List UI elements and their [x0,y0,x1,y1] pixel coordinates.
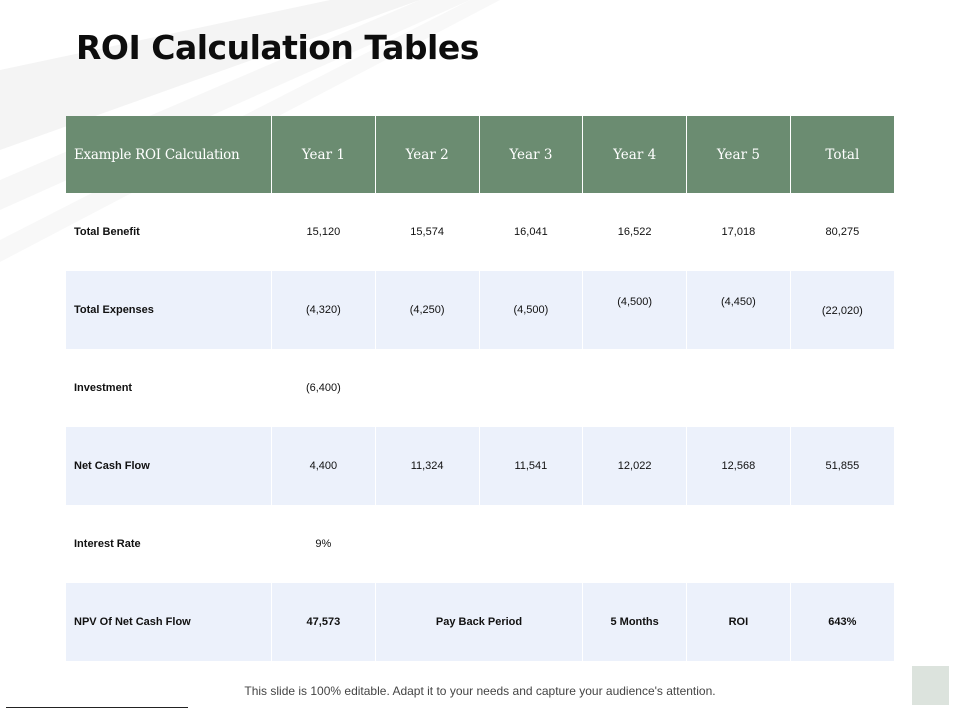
table-row-npv: NPV Of Net Cash Flow 47,573 Pay Back Per… [66,583,894,661]
table-cell [478,505,583,583]
page-title: ROI Calculation Tables [76,28,479,67]
table-row-total-benefit: Total Benefit 15,120 15,574 16,041 16,52… [66,193,894,271]
header-cell-year-3: Year 3 [478,116,583,193]
table-cell: 51,855 [789,427,894,505]
cell-text: (4,450) [720,296,756,308]
table-cell: (4,500) [582,271,687,349]
cell-text: (4,500) [617,296,653,308]
table-cell: ROI [686,583,791,661]
table-cell: (4,500) [478,271,583,349]
table-cell: (22,020) [789,271,894,349]
table-cell: 4,400 [271,427,376,505]
table-header-row: Example ROI Calculation Year 1 Year 2 Ye… [66,116,894,193]
table-cell [374,349,479,427]
table-cell: 15,120 [271,193,376,271]
roi-table: Example ROI Calculation Year 1 Year 2 Ye… [66,116,894,661]
header-cell-year-2: Year 2 [374,116,479,193]
table-row-investment: Investment (6,400) [66,349,894,427]
table-cell: 9% [271,505,376,583]
row-label: Investment [74,382,133,394]
table-cell: 47,573 [271,583,376,661]
table-cell [478,349,583,427]
row-label: Total Benefit [74,226,140,238]
row-label: NPV Of Net Cash Flow [66,583,272,661]
table-cell: 11,324 [374,427,479,505]
table-cell: 16,522 [582,193,687,271]
table-cell [789,349,894,427]
table-cell: 12,022 [582,427,687,505]
table-cell: 80,275 [789,193,894,271]
table-cell: 17,018 [686,193,791,271]
row-label: Interest Rate [74,538,141,550]
row-label: Total Expenses [66,271,272,349]
table-cell-pay-back-period: Pay Back Period [374,583,583,661]
table-cell [686,505,791,583]
table-cell: (6,400) [271,349,376,427]
table-cell: (4,250) [374,271,479,349]
header-cell-year-4: Year 4 [582,116,687,193]
table-cell: (4,320) [271,271,376,349]
footer-divider [6,707,188,708]
header-cell-year-5: Year 5 [686,116,791,193]
table-cell [582,349,687,427]
table-cell [686,349,791,427]
table-cell: 11,541 [478,427,583,505]
table-cell: 643% [789,583,894,661]
table-cell: 5 Months [582,583,687,661]
table-row-total-expenses: Total Expenses (4,320) (4,250) (4,500) (… [66,271,894,349]
row-label: Net Cash Flow [66,427,272,505]
table-cell [374,505,479,583]
header-cell-total: Total [789,116,894,193]
table-row-net-cash-flow: Net Cash Flow 4,400 11,324 11,541 12,022… [66,427,894,505]
table-cell: 16,041 [478,193,583,271]
table-cell: 12,568 [686,427,791,505]
corner-box [912,666,949,705]
table-cell [789,505,894,583]
table-cell [582,505,687,583]
table-cell: 15,574 [374,193,479,271]
header-cell-year-1: Year 1 [271,116,376,193]
table-row-interest-rate: Interest Rate 9% [66,505,894,583]
header-cell-example: Example ROI Calculation [66,116,272,193]
table-cell: (4,450) [686,271,791,349]
cell-text: (22,020) [821,305,863,317]
footer-note: This slide is 100% editable. Adapt it to… [244,684,716,698]
